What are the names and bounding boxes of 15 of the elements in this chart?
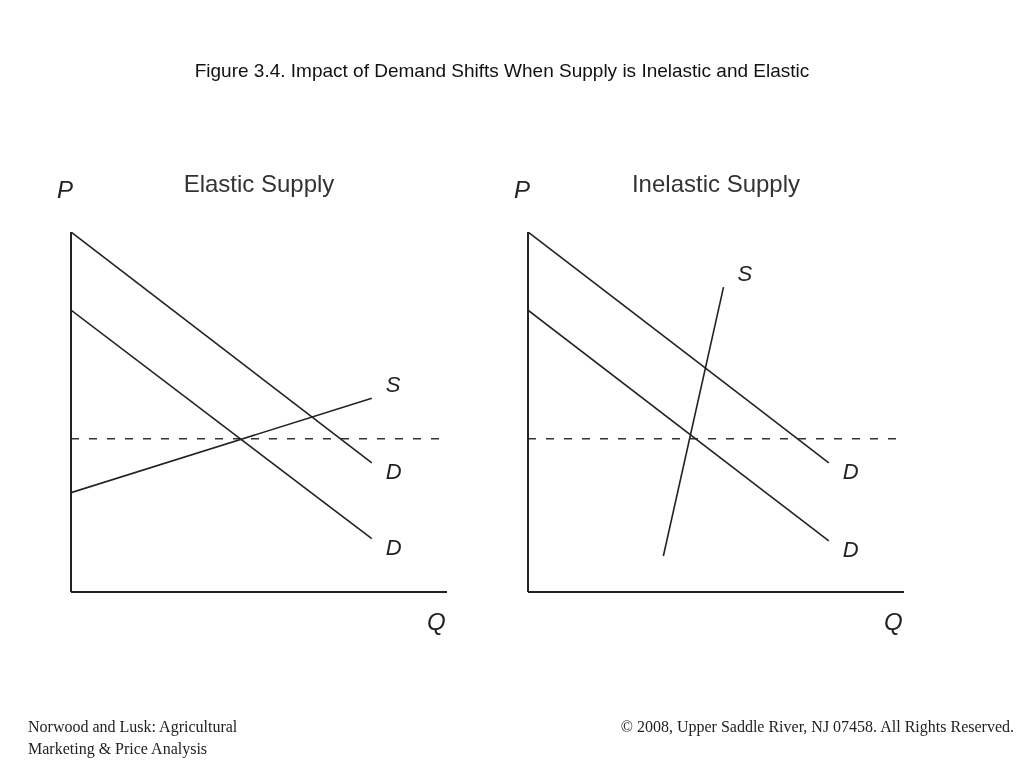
text: © 2008, Upper Saddle River, NJ 07458. All Rights Reserved. bbox=[619, 717, 1014, 738]
chart-subtitle: Elastic Supply bbox=[183, 170, 335, 197]
y-axis-title: P bbox=[514, 176, 531, 204]
series-label: D bbox=[385, 534, 402, 560]
series-label: D bbox=[842, 458, 859, 484]
series-label: D bbox=[842, 536, 859, 562]
series-label: S bbox=[385, 372, 401, 398]
series-label: S bbox=[737, 261, 753, 287]
x-axis-title: Q bbox=[884, 608, 903, 636]
y-axis-title: P bbox=[57, 176, 74, 204]
text: Norwood and Lusk: Agricultural Marketing & Price Analysis bbox=[28, 717, 239, 760]
text: Figure 3.4. Impact of Demand Shifts When Supply is Inelastic and Elastic bbox=[193, 60, 811, 82]
x-axis-title: Q bbox=[427, 608, 446, 636]
chart-subtitle: Inelastic Supply bbox=[631, 170, 801, 197]
series-label: D bbox=[385, 458, 402, 484]
